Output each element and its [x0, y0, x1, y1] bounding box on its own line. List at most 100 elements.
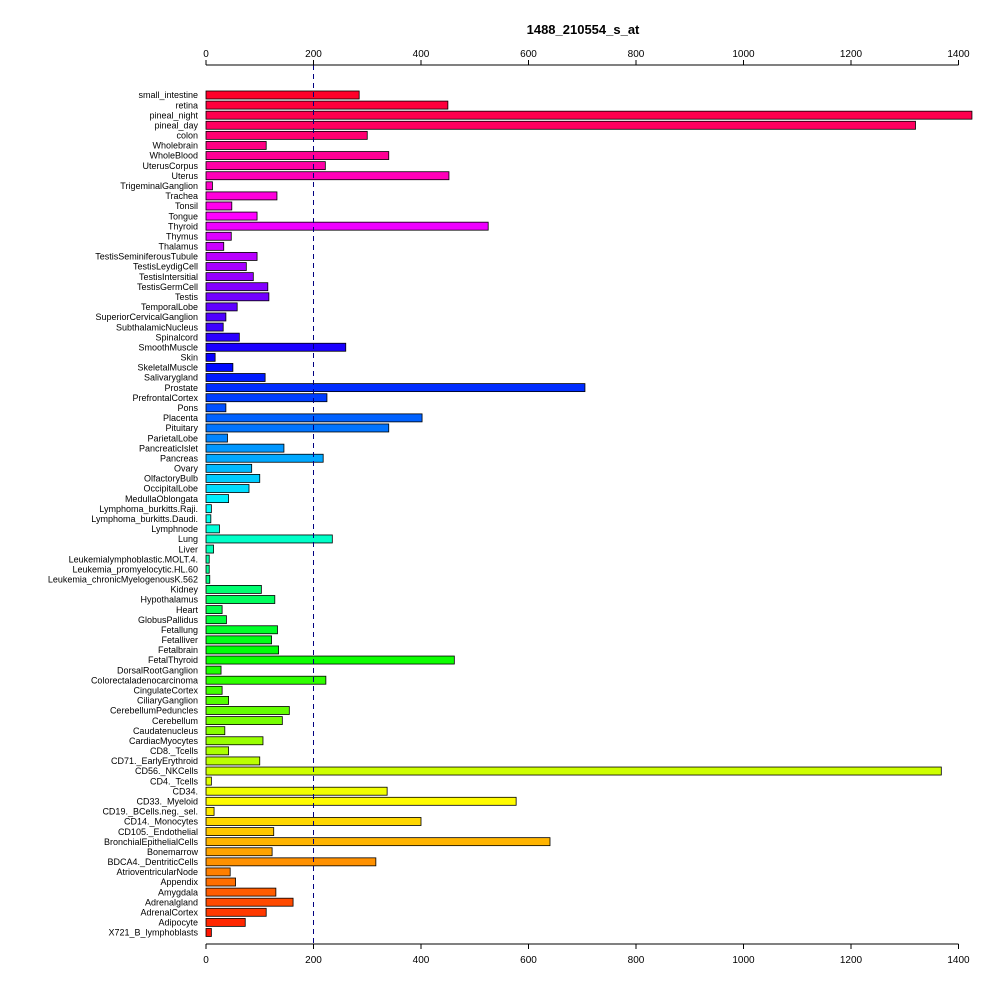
bar-Uterus [205, 171, 450, 181]
category-label: CD8._Tcells [150, 746, 199, 756]
bar-CD105._Endothelial [205, 827, 275, 836]
bar-CD8._Tcells [205, 746, 229, 756]
category-label: AdrenalCortex [140, 907, 198, 917]
category-label: SkeletalMuscle [137, 363, 198, 373]
category-label: Fetalbrain [158, 645, 198, 655]
category-label: pineal_day [154, 120, 198, 130]
bar-Appendix [205, 877, 236, 887]
top-tick-label: 1400 [947, 49, 970, 60]
bar-CD19._BCells.neg._sel. [205, 806, 215, 816]
bar-Leukemia_promyelocytic.HL.60 [205, 564, 210, 574]
bar-Bonemarrow [205, 847, 273, 857]
bar-Kidney [205, 585, 262, 594]
category-label: TestisLeydigCell [133, 262, 198, 272]
category-label: CD4._Tcells [150, 776, 199, 786]
category-label: Thyroid [168, 221, 198, 231]
top-tick-label: 1000 [732, 49, 755, 60]
category-label: Leukemialymphoblastic.MOLT.4. [69, 554, 198, 564]
bar-Spinalcord [205, 332, 240, 342]
bar-Colorectaladenocarcinoma [205, 675, 327, 685]
bar-BronchialEpithelialCells [205, 837, 551, 847]
bar-CD34. [205, 786, 388, 796]
category-label: Leukemia_chronicMyelogenousK.562 [48, 575, 198, 585]
category-label: Appendix [160, 877, 198, 887]
category-label: Liver [178, 544, 198, 554]
bar-Thalamus [205, 241, 225, 251]
bar-Skin [205, 352, 216, 362]
category-label: Lymphoma_burkitts.Daudi. [91, 514, 198, 524]
bar-CD71._EarlyErythroid [205, 756, 261, 766]
category-label: CiliaryGanglion [137, 696, 198, 706]
category-label: Tongue [168, 211, 198, 221]
bar-Adipocyte [205, 917, 246, 927]
top-tick-label: 400 [413, 49, 430, 60]
top-tick-label: 0 [203, 49, 209, 60]
bar-Leukemialymphoblastic.MOLT.4. [205, 554, 210, 564]
category-label: colon [176, 131, 198, 141]
bar-OccipitalLobe [205, 484, 250, 493]
bar-TestisLeydigCell [205, 262, 247, 271]
bar-OlfactoryBulb [205, 474, 261, 483]
category-label: Pons [177, 403, 198, 413]
bottom-tick-label: 1000 [732, 955, 755, 966]
bottom-tick-label: 1400 [947, 955, 970, 966]
bar-pineal_night [205, 110, 973, 120]
category-label: Spinalcord [155, 332, 198, 342]
category-label: retina [175, 100, 198, 110]
category-label: BDCA4._DentriticCells [107, 857, 198, 867]
bar-ParietalLobe [205, 433, 228, 443]
category-label: Testis [175, 292, 199, 302]
bar-Thymus [205, 231, 232, 241]
category-label: Lung [178, 534, 198, 544]
bar-Heart [205, 605, 223, 614]
bar-TestisIntersitial [205, 272, 254, 282]
category-label: Lymphoma_burkitts.Raji. [99, 504, 198, 514]
bar-SuperiorCervicalGanglion [205, 312, 227, 322]
bar-Leukemia_chronicMyelogenousK.562 [205, 574, 211, 584]
category-label: Leukemia_promyelocytic.HL.60 [72, 564, 198, 574]
category-label: Pancreas [160, 453, 199, 463]
bar-Lymphoma_burkitts.Raji. [205, 504, 212, 514]
bar-GlobusPallidus [205, 615, 227, 625]
top-tick-label: 600 [520, 49, 537, 60]
category-label: TrigeminalGanglion [120, 181, 198, 191]
category-label: ParietalLobe [147, 433, 198, 443]
bar-Fetalliver [205, 635, 272, 645]
bar-Prostate [205, 383, 586, 393]
bar-WholeBlood [205, 151, 390, 160]
category-label: Amygdala [158, 887, 198, 897]
category-label: Salivarygland [144, 373, 198, 383]
bar-Trachea [205, 191, 278, 201]
category-label: SmoothMuscle [138, 342, 198, 352]
bar-small_intestine [205, 90, 360, 100]
bar-SmoothMuscle [205, 342, 347, 352]
bar-TrigeminalGanglion [205, 181, 213, 191]
category-label: SuperiorCervicalGanglion [95, 312, 198, 322]
bar-Testis [205, 292, 270, 302]
category-label: Pituitary [165, 423, 198, 433]
category-label: X721_B_lymphoblasts [108, 928, 198, 938]
top-tick-label: 200 [305, 49, 322, 60]
category-label: Tonsil [175, 201, 198, 211]
bar-FetalThyroid [205, 655, 455, 665]
category-label: SubthalamicNucleus [116, 322, 199, 332]
category-label: WholeBlood [149, 151, 198, 161]
category-label: Adrenalgland [145, 897, 198, 907]
bar-TestisSeminiferousTubule [205, 252, 258, 261]
category-label: Ovary [174, 464, 199, 474]
bar-SkeletalMuscle [205, 363, 234, 372]
bar-CardiacMyocytes [205, 736, 264, 746]
category-label: TestisGermCell [137, 282, 198, 292]
category-label: PancreaticIslet [139, 443, 199, 453]
category-label: BronchialEpithelialCells [104, 837, 199, 847]
bar-Fetallung [205, 625, 278, 635]
category-label: CD19._BCells.neg._sel. [102, 807, 198, 817]
category-label: Thymus [166, 231, 199, 241]
bar-Adrenalgland [205, 897, 294, 907]
bar-Caudatenucleus [205, 726, 226, 736]
top-tick-label: 800 [628, 49, 645, 60]
category-label: Kidney [170, 585, 198, 595]
category-label: TestisIntersitial [139, 272, 198, 282]
category-label: PrefrontalCortex [132, 393, 198, 403]
category-label: pineal_night [149, 110, 198, 120]
